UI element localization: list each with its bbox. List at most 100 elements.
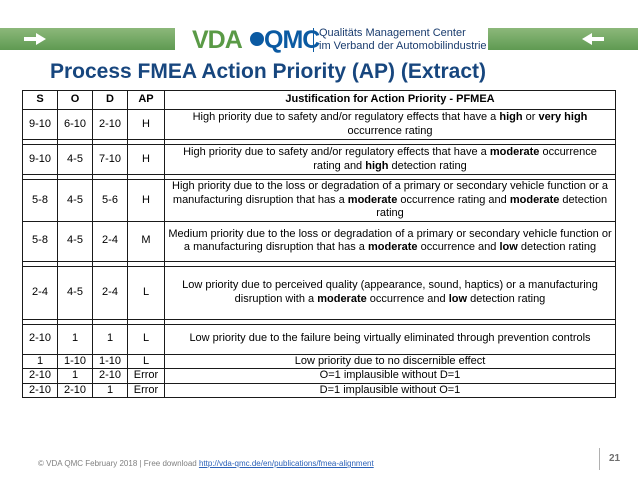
cell-ap: Error xyxy=(127,382,165,398)
group-separator-row xyxy=(22,174,616,180)
cell-s: 1 xyxy=(22,353,58,369)
cell-justification: D=1 implausible without O=1 xyxy=(164,382,616,398)
cell-justification: Low priority due to perceived quality (a… xyxy=(164,265,616,320)
cell-d: 1 xyxy=(92,382,128,398)
separator-cell xyxy=(164,174,616,180)
cell-d: 5-6 xyxy=(92,179,128,222)
logo-dot-icon xyxy=(250,32,264,46)
cell-o: 1-10 xyxy=(57,353,93,369)
cell-justification: High priority due to safety and/or regul… xyxy=(164,109,616,140)
logo-divider xyxy=(313,28,314,52)
table-row: 9-10 6-10 2-10 H High priority due to safety… xyxy=(22,109,616,140)
table-body: 9-10 6-10 2-10 H High priority due to safety… xyxy=(22,109,616,398)
cell-s: 9-10 xyxy=(22,109,58,140)
justification-text: O=1 implausible without D=1 xyxy=(319,369,461,381)
cell-o: 6-10 xyxy=(57,109,93,140)
header-d: D xyxy=(92,90,128,110)
cell-s: 2-4 xyxy=(22,265,58,320)
cell-s: 2-10 xyxy=(22,382,58,398)
cell-o: 1 xyxy=(57,368,93,384)
justification-text: Low priority due to perceived quality (a… xyxy=(182,279,598,305)
cell-justification: Low priority due to no discernible effec… xyxy=(164,353,616,369)
cell-o: 2-10 xyxy=(57,382,93,398)
justification-emphasis: high xyxy=(499,111,523,123)
justification-text: Medium priority due to the loss or degra… xyxy=(168,227,612,254)
table-row: 5-8 4-5 5-6 H High priority due to the loss … xyxy=(22,179,616,222)
justification-text: Low priority due to no discernible effec… xyxy=(294,354,486,367)
cell-ap: H xyxy=(127,109,165,140)
table-row: 2-10 2-10 1 Error D=1 implausible without O=… xyxy=(22,382,616,398)
cell-d: 1 xyxy=(92,323,128,355)
cell-ap: L xyxy=(127,323,165,355)
table-row: 2-4 4-5 2-4 L Low priority due to perceived … xyxy=(22,265,616,320)
header-bar-left xyxy=(0,28,175,50)
cell-s: 5-8 xyxy=(22,179,58,222)
justification-text: detection rating xyxy=(388,159,467,172)
table-row: 1 1-10 1-10 L Low priority due to no discern… xyxy=(22,353,616,369)
cell-s: 2-10 xyxy=(22,323,58,355)
justification-emphasis: moderate xyxy=(347,193,398,206)
cell-d: 2-10 xyxy=(92,368,128,384)
justification-text: detection rating xyxy=(376,193,608,220)
justification-emphasis: low xyxy=(499,241,518,253)
justification-text: detection rating xyxy=(517,241,597,253)
table-row: 9-10 4-5 7-10 H High priority due to safety … xyxy=(22,144,616,175)
cell-d: 2-4 xyxy=(92,220,128,262)
justification-text: occurrence rating and xyxy=(397,193,510,206)
arrow-right-icon xyxy=(24,33,46,45)
cell-d: 7-10 xyxy=(92,144,128,175)
justification-text: or xyxy=(522,111,539,123)
cell-ap: L xyxy=(127,265,165,320)
cell-ap: Error xyxy=(127,368,165,384)
action-priority-table: S O D AP Justification for Action Priori… xyxy=(22,90,616,398)
page-number: 21 xyxy=(609,453,621,464)
footer: © VDA QMC February 2018 | Free download … xyxy=(38,459,374,468)
justification-emphasis: very high xyxy=(538,111,588,123)
cell-d: 2-4 xyxy=(92,265,128,320)
justification-text: occurrence rating xyxy=(347,124,433,137)
header-ap: AP xyxy=(127,90,165,110)
logo-qmc-text: QMC xyxy=(264,26,320,54)
header-justification: Justification for Action Priority - PFME… xyxy=(164,90,616,110)
justification-text: occurrence rating and xyxy=(313,146,597,172)
table-row: 2-10 1 1 L Low priority due to the failure b… xyxy=(22,323,616,355)
justification-emphasis: high xyxy=(365,159,389,172)
justification-emphasis: moderate xyxy=(489,146,540,158)
header-bar-right xyxy=(488,28,638,50)
cell-ap: H xyxy=(127,179,165,222)
justification-text: High priority due to safety and/or regul… xyxy=(192,111,500,123)
table-row: 5-8 4-5 2-4 M Medium priority due to the los… xyxy=(22,220,616,262)
justification-text: High priority due to safety and/or regul… xyxy=(183,146,490,158)
cell-o: 4-5 xyxy=(57,265,93,320)
cell-ap: M xyxy=(127,220,165,262)
cell-o: 4-5 xyxy=(57,220,93,262)
justification-text: D=1 implausible without O=1 xyxy=(319,383,461,396)
cell-s: 5-8 xyxy=(22,220,58,262)
footer-download-link[interactable]: http://vda-qmc.de/en/publications/fmea-a… xyxy=(198,459,374,468)
cell-o: 4-5 xyxy=(57,144,93,175)
page-number-divider xyxy=(599,448,600,470)
page-title: Process FMEA Action Priority (AP) (Extra… xyxy=(50,60,487,83)
header-s: S xyxy=(22,90,58,110)
cell-ap: H xyxy=(127,144,165,175)
cell-o: 1 xyxy=(57,323,93,355)
cell-s: 2-10 xyxy=(22,368,58,384)
justification-emphasis: moderate xyxy=(367,241,418,253)
cell-justification: High priority due to the loss or degrada… xyxy=(164,179,616,222)
cell-ap: L xyxy=(127,353,165,369)
cell-justification: High priority due to safety and/or regul… xyxy=(164,144,616,175)
cell-d: 2-10 xyxy=(92,109,128,140)
cell-o: 4-5 xyxy=(57,179,93,222)
header-o: O xyxy=(57,90,93,110)
cell-justification: Low priority due to the failure being vi… xyxy=(164,323,616,355)
justification-text: occurrence and xyxy=(366,292,449,305)
logo-vda-text: VDA xyxy=(192,26,243,54)
cell-justification: O=1 implausible without D=1 xyxy=(164,368,616,384)
footer-text: © VDA QMC February 2018 | Free download xyxy=(38,459,199,468)
cell-s: 9-10 xyxy=(22,144,58,175)
justification-emphasis: moderate xyxy=(509,193,560,206)
cell-justification: Medium priority due to the loss or degra… xyxy=(164,220,616,262)
justification-text: Low priority due to the failure being vi… xyxy=(189,332,591,345)
justification-emphasis: moderate xyxy=(317,292,367,305)
justification-text: High priority due to the loss or degrada… xyxy=(172,180,608,206)
